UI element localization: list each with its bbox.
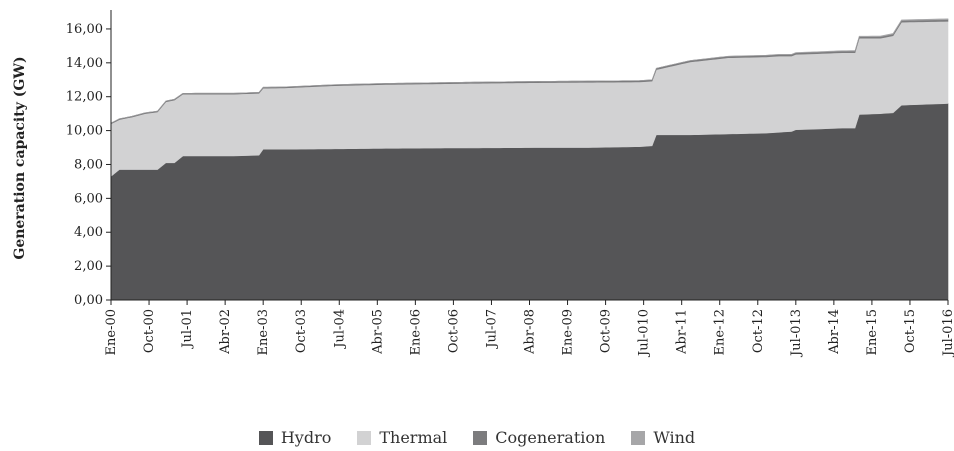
x-tick-label: Oct-06	[446, 309, 461, 353]
x-tick-label: Abr-11	[675, 309, 690, 355]
y-tick-label: 6,00	[74, 191, 103, 206]
x-tick-label: Abr-14	[827, 309, 842, 355]
y-axis-title: Generation capacity (GW)	[12, 56, 28, 259]
legend-swatch-wind	[631, 430, 646, 445]
y-tick-label: 0,00	[74, 293, 103, 308]
x-tick-label: Oct-03	[294, 309, 309, 353]
x-tick-label: Jul-01	[180, 309, 195, 350]
x-tick-label: Ene-12	[713, 309, 728, 356]
y-tick-label: 14,00	[66, 56, 103, 71]
legend-label: Wind	[653, 428, 696, 447]
y-tick-label: 16,00	[66, 22, 103, 37]
x-tick-label: Oct-00	[142, 309, 157, 353]
y-tick-label: 2,00	[74, 259, 103, 274]
x-tick-label: Jul-010	[637, 309, 652, 358]
x-tick-label: Abr-08	[523, 309, 538, 355]
legend-label: Cogeneration	[495, 428, 606, 447]
legend-label: Hydro	[280, 428, 332, 447]
x-tick-label: Oct-15	[903, 309, 918, 353]
x-tick-label: Abr-02	[218, 309, 233, 355]
legend-item-hydro: Hydro	[258, 428, 332, 447]
x-tick-label: Jul-07	[484, 309, 499, 350]
area-layers	[110, 18, 949, 301]
legend-item-thermal: Thermal	[357, 428, 447, 447]
y-tick-label: 12,00	[66, 90, 103, 105]
y-axis: 0,00 2,00 4,00 6,00 8,00 10,00 12,00 14,00 16,00	[66, 10, 112, 308]
legend-swatch-hydro	[258, 430, 273, 445]
x-tick-label: Jul-04	[332, 309, 347, 350]
x-tick-label: Ene-09	[561, 309, 576, 356]
legend: Hydro Thermal Cogeneration Wind	[0, 428, 954, 447]
legend-swatch-cogeneration	[473, 430, 488, 445]
legend-label: Thermal	[379, 428, 448, 447]
x-tick-label: Jul-016	[941, 309, 954, 358]
x-tick-label: Ene-15	[865, 309, 880, 356]
y-tick-label: 4,00	[74, 225, 103, 240]
x-tick-label: Oct-12	[751, 309, 766, 353]
area-wind	[110, 18, 949, 124]
x-tick-label: Ene-03	[256, 309, 271, 356]
legend-swatch-thermal	[357, 430, 372, 445]
y-tick-label: 10,00	[66, 124, 103, 139]
x-tick-label: Oct-09	[599, 309, 614, 353]
x-tick-label: Ene-00	[104, 309, 119, 356]
y-tick-label: 8,00	[74, 157, 103, 172]
legend-item-wind: Wind	[631, 428, 695, 447]
x-tick-label: Jul-013	[789, 309, 804, 358]
legend-item-cogeneration: Cogeneration	[473, 428, 605, 447]
x-axis: Ene-00 Oct-00 Jul-01 Abr-02 Ene-03 Oct-03 Jul-…	[104, 299, 954, 358]
x-tick-label: Abr-05	[370, 309, 385, 355]
x-tick-label: Ene-06	[408, 309, 423, 356]
